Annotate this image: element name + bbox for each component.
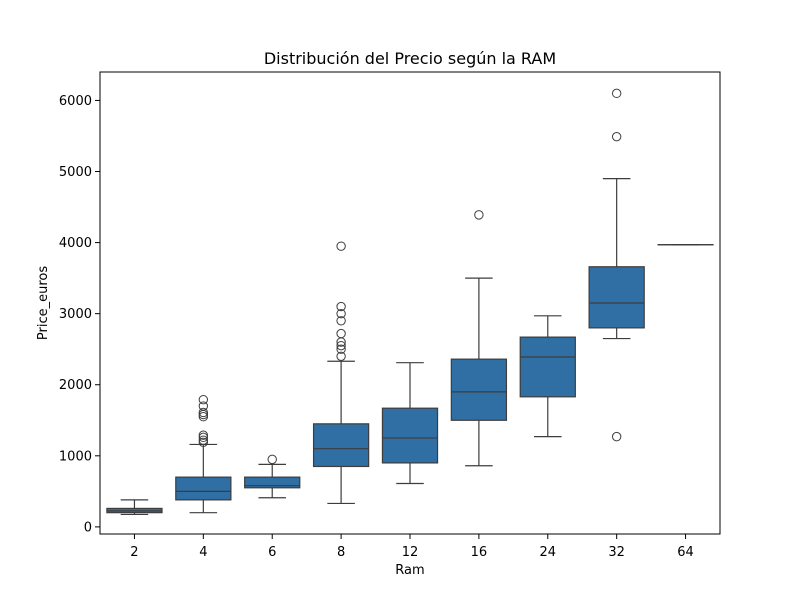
outlier-point (198, 435, 209, 445)
outlier-point (336, 241, 346, 251)
outlier-point (336, 301, 346, 312)
box-group-32 (588, 88, 645, 442)
box (175, 476, 232, 501)
y-tick-label: 1000 (59, 449, 92, 464)
y-tick-label: 4000 (59, 236, 92, 251)
box-group-16 (450, 210, 508, 467)
box-group-12 (381, 362, 439, 485)
x-tick-label: 8 (337, 545, 345, 560)
box (244, 476, 301, 489)
outlier-point (198, 437, 209, 448)
x-tick-label: 6 (268, 545, 276, 560)
outlier-point (611, 131, 622, 142)
y-axis-label: Price_euros (36, 266, 51, 340)
outlier-point (267, 454, 277, 465)
outlier-point (198, 432, 209, 443)
x-tick-label: 4 (199, 545, 207, 560)
x-tick-label: 16 (471, 545, 488, 560)
x-axis: 2 4 6 8 12 16 24 32 64 (130, 534, 694, 560)
box-group-6 (244, 454, 301, 499)
outlier-point (336, 316, 346, 326)
box (381, 407, 439, 464)
y-tick-label: 0 (84, 520, 92, 535)
outlier-point (611, 431, 622, 442)
y-tick-label: 3000 (59, 307, 92, 322)
y-tick-label: 5000 (59, 165, 92, 180)
x-tick-label: 12 (402, 545, 419, 560)
box-group-24 (519, 315, 576, 438)
outlier-point (198, 407, 209, 418)
outlier-point (336, 344, 346, 354)
box (312, 423, 370, 468)
y-tick-label: 2000 (59, 378, 92, 393)
x-tick-label: 32 (608, 545, 625, 560)
box (519, 336, 576, 398)
box-group-2 (106, 499, 163, 516)
outlier-point (336, 308, 346, 319)
outlier-point (198, 412, 209, 422)
outlier-point (198, 394, 209, 405)
outlier-point (474, 210, 484, 220)
outlier-point (611, 88, 622, 99)
x-tick-label: 64 (677, 545, 694, 560)
outlier-point (198, 401, 209, 411)
box-group-4 (175, 394, 232, 514)
box (450, 358, 508, 421)
outlier-point (336, 328, 346, 339)
chart-title: Distribución del Precio según la RAM (264, 49, 556, 68)
outlier-point (336, 340, 346, 351)
outlier-point (198, 409, 209, 420)
plot-area (106, 88, 714, 516)
outlier-point (336, 351, 346, 362)
y-tick-label: 6000 (59, 94, 92, 109)
outlier-point (198, 430, 209, 440)
y-axis: 0 1000 2000 3000 4000 5000 6000 (59, 94, 100, 535)
box (588, 266, 645, 329)
x-tick-label: 24 (540, 545, 557, 560)
x-tick-label: 2 (130, 545, 138, 560)
box-group-8 (312, 241, 370, 505)
x-axis-label: Ram (395, 563, 424, 578)
